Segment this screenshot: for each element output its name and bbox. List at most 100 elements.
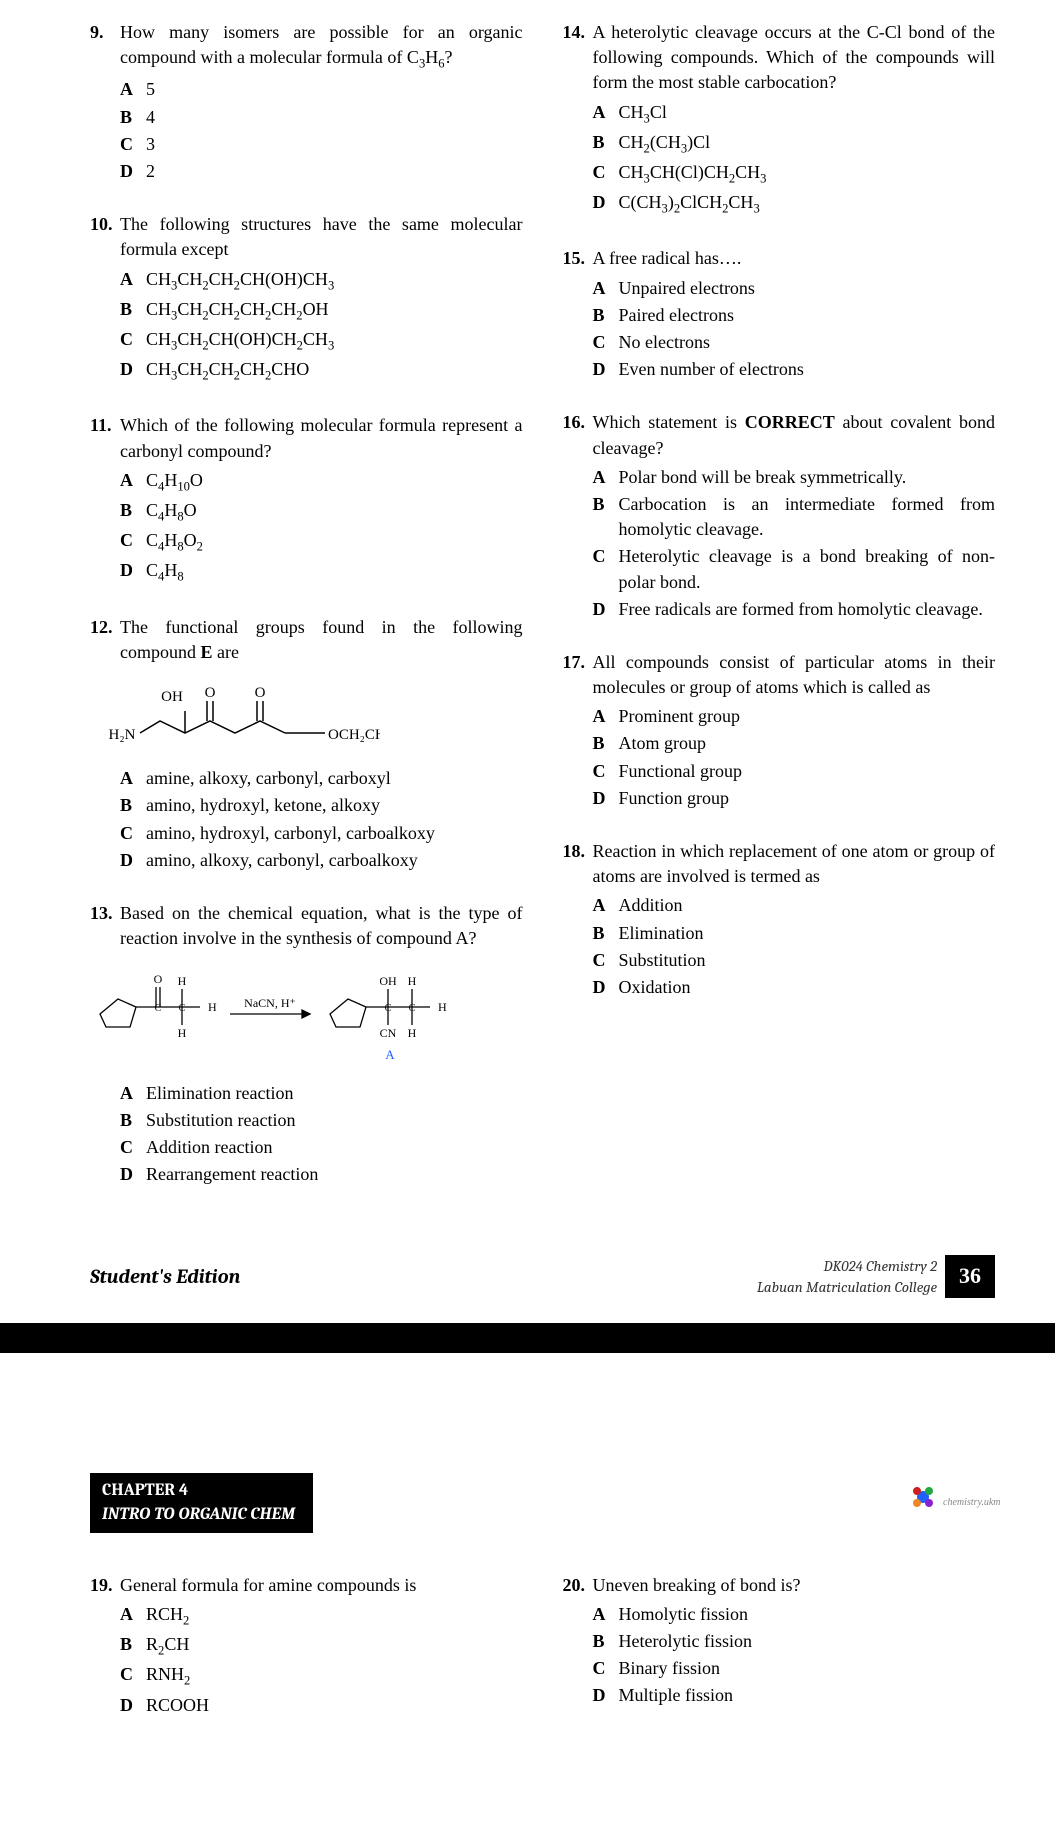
option-row: B Elimination (593, 921, 996, 946)
option-text: Carbocation is an intermediate formed fr… (619, 492, 996, 542)
option-text: CH2(CH3)Cl (619, 130, 996, 158)
option-letter: B (593, 921, 619, 946)
option-letter: D (593, 786, 619, 811)
option-letter: C (120, 1662, 146, 1687)
option-letter: C (120, 132, 146, 157)
option-row: C CH3CH(Cl)CH2CH3 (593, 160, 996, 188)
page-number: 36 (945, 1255, 995, 1298)
students-edition-label: Student's Edition (90, 1263, 240, 1291)
option-letter: D (120, 558, 146, 583)
option-row: C No electrons (593, 330, 996, 355)
option-row: D Rearrangement reaction (120, 1162, 523, 1187)
svg-text:O: O (154, 972, 163, 986)
left-column-2: 19. General formula for amine compounds … (90, 1573, 523, 1746)
question-text: How many isomers are possible for an org… (120, 20, 523, 73)
option-letter: D (593, 357, 619, 382)
option-row: C RNH2 (120, 1662, 523, 1690)
question-text: A free radical has…. (593, 246, 996, 271)
option-letter: C (120, 1135, 146, 1160)
options-list: A CH3Cl B CH2(CH3)Cl C CH3CH(Cl)CH2CH3 D… (593, 100, 996, 219)
page-footer: Student's Edition DK024 Chemistry 2 Labu… (0, 1245, 1055, 1308)
question-number: 16. (563, 410, 593, 435)
option-letter: A (593, 704, 619, 729)
svg-text:C: C (409, 1003, 416, 1014)
option-row: A C4H10O (120, 468, 523, 496)
svg-text:C: C (179, 1003, 186, 1014)
option-letter: A (120, 468, 146, 493)
question-text: All compounds consist of particular atom… (593, 650, 996, 700)
footer-right: DK024 Chemistry 2 Labuan Matriculation C… (757, 1255, 995, 1298)
option-letter: A (593, 1602, 619, 1627)
option-row: C Binary fission (593, 1656, 996, 1681)
option-text: Atom group (619, 731, 996, 756)
option-letter: A (593, 100, 619, 125)
option-row: B CH3CH2CH2CH2CH2OH (120, 297, 523, 325)
question: 13. Based on the chemical equation, what… (90, 901, 523, 1187)
page-separator-bar (0, 1323, 1055, 1353)
options-list: A C4H10O B C4H8O C C4H8O2 D C4H8 (120, 468, 523, 587)
options-list: A Homolytic fission B Heterolytic fissio… (593, 1602, 996, 1709)
question-number: 10. (90, 212, 120, 237)
option-letter: A (120, 267, 146, 292)
logo-splash-icon (905, 1479, 941, 1526)
option-letter: D (593, 975, 619, 1000)
option-text: C4H8 (146, 558, 523, 586)
option-row: D C4H8 (120, 558, 523, 586)
option-letter: D (120, 1162, 146, 1187)
svg-text:C: C (385, 1003, 392, 1014)
option-row: B amino, hydroxyl, ketone, alkoxy (120, 793, 523, 818)
svg-text:O: O (205, 685, 216, 701)
option-row: A Unpaired electrons (593, 276, 996, 301)
question-number: 17. (563, 650, 593, 675)
option-text: Multiple fission (619, 1683, 996, 1708)
option-row: A Prominent group (593, 704, 996, 729)
question-number: 20. (563, 1573, 593, 1598)
option-text: Even number of electrons (619, 357, 996, 382)
question-number: 14. (563, 20, 593, 45)
question: 14. A heterolytic cleavage occurs at the… (563, 20, 996, 218)
chapter-box: CHAPTER 4 INTRO TO ORGANIC CHEM (90, 1473, 313, 1533)
svg-text:O: O (255, 685, 266, 701)
question-number: 13. (90, 901, 120, 926)
option-text: Substitution reaction (146, 1108, 523, 1133)
option-text: R2CH (146, 1632, 523, 1660)
option-row: A 5 (120, 77, 523, 102)
option-text: amino, alkoxy, carbonyl, carboalkoxy (146, 848, 523, 873)
option-letter: A (120, 1081, 146, 1106)
question: 19. General formula for amine compounds … (90, 1573, 523, 1718)
option-letter: D (120, 357, 146, 382)
option-text: 4 (146, 105, 523, 130)
reaction-diagram: O H H C C H NaCN, H⁺ OH H CN H (70, 959, 523, 1076)
question-number: 18. (563, 839, 593, 864)
option-letter: C (120, 528, 146, 553)
question: 10. The following structures have the sa… (90, 212, 523, 385)
college-name: Labuan Matriculation College (757, 1277, 937, 1298)
option-text: C4H8O (146, 498, 523, 526)
option-letter: B (120, 498, 146, 523)
options-list: A 5 B 4 C 3 D 2 (120, 77, 523, 184)
option-row: C Functional group (593, 759, 996, 784)
options-list: A Elimination reaction B Substitution re… (120, 1081, 523, 1188)
svg-text:H: H (178, 974, 187, 988)
reaction-scheme: O H H C C H NaCN, H⁺ OH H CN H (70, 959, 490, 1069)
option-letter: B (593, 1629, 619, 1654)
option-text: C4H8O2 (146, 528, 523, 556)
compound-e-structure: OH O O H₂N OCH₂CH₃ (100, 671, 380, 751)
options-list: A Unpaired electrons B Paired electrons … (593, 276, 996, 383)
option-row: D RCOOH (120, 1693, 523, 1718)
option-row: D CH3CH2CH2CH2CHO (120, 357, 523, 385)
option-text: amino, hydroxyl, ketone, alkoxy (146, 793, 523, 818)
page-1-content: 9. How many isomers are possible for an … (0, 0, 1055, 1245)
option-text: Function group (619, 786, 996, 811)
option-text: Prominent group (619, 704, 996, 729)
svg-text:H: H (408, 974, 417, 988)
option-row: B C4H8O (120, 498, 523, 526)
option-row: D amino, alkoxy, carbonyl, carboalkoxy (120, 848, 523, 873)
option-text: 2 (146, 159, 523, 184)
chapter-header: CHAPTER 4 INTRO TO ORGANIC CHEM chemistr… (0, 1473, 1055, 1553)
option-letter: C (593, 160, 619, 185)
option-row: A Addition (593, 893, 996, 918)
option-letter: C (120, 327, 146, 352)
compound-e-diagram: OH O O H₂N OCH₂CH₃ (100, 671, 523, 758)
option-row: A RCH2 (120, 1602, 523, 1630)
